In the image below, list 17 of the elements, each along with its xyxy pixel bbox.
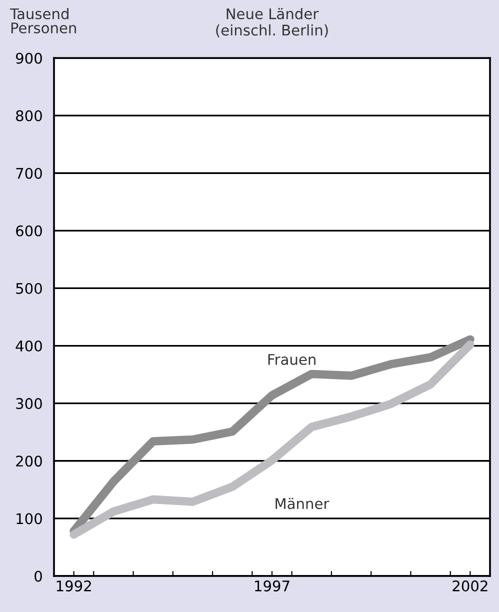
y-tick-label: 0 — [34, 570, 42, 582]
x-tick-label: 1997 — [255, 580, 290, 592]
y-axis-title: Tausend Personen — [10, 8, 76, 34]
y-tick-label: 100 — [16, 513, 42, 524]
y-tick-label: 800 — [16, 110, 42, 122]
x-tick-label: 2002 — [452, 580, 488, 592]
y-tick-label: 700 — [16, 168, 42, 179]
y-tick-label: 400 — [16, 340, 42, 352]
x-tick-label: 1992 — [56, 580, 91, 592]
y-tick-label: 500 — [16, 282, 42, 294]
text: Männer — [276, 498, 330, 510]
y-tick-label: 600 — [16, 225, 42, 236]
y-tick-label: 200 — [16, 456, 42, 467]
chart-title: Neue Länder (einschl. Berlin) — [216, 8, 328, 38]
series-label: Frauen — [268, 354, 316, 365]
y-tick-label: 900 — [16, 52, 42, 64]
y-tick-label: 300 — [16, 398, 42, 410]
